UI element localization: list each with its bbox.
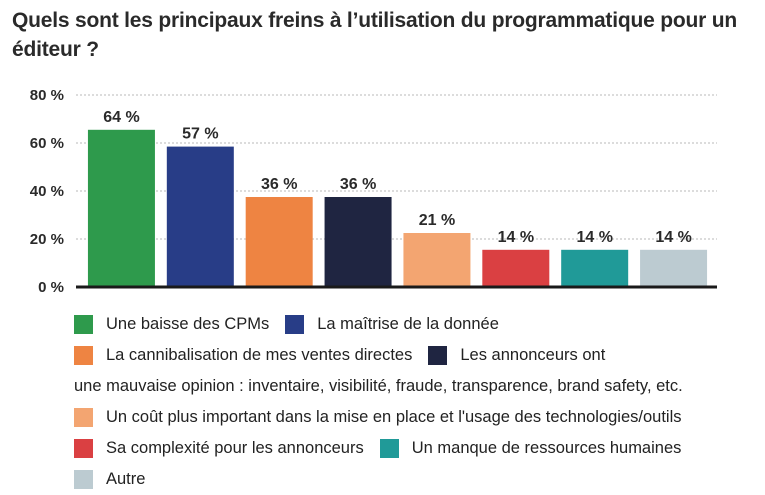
legend-label: Un coût plus important dans la mise en p… <box>106 408 682 426</box>
bar <box>166 146 234 287</box>
legend-row: Un coût plus important dans la mise en p… <box>74 402 764 433</box>
bar <box>245 197 313 287</box>
legend-row: La cannibalisation de mes ventes directe… <box>74 340 764 371</box>
data-label: 14 % <box>576 229 612 246</box>
gridlines <box>76 94 717 240</box>
legend-row: une mauvaise opinion : inventaire, visib… <box>74 371 764 402</box>
y-tick-label: 20 % <box>30 231 64 248</box>
y-tick-label: 80 % <box>30 87 64 104</box>
legend-row: Sa complexité pour les annonceurs Un man… <box>74 433 764 464</box>
data-labels: 64 % 57 % 36 % 36 % 21 % 14 % 14 % 14 % <box>103 109 692 246</box>
legend-swatch <box>74 408 93 427</box>
legend-label-continuation: une mauvaise opinion : inventaire, visib… <box>74 377 683 395</box>
bar-chart: 0 % 20 % 40 % 60 % 80 % 64 % 57 % 36 % 36 % 21 %… <box>30 87 717 296</box>
legend-label: Les annonceurs ont <box>460 346 606 364</box>
bar <box>640 249 708 287</box>
y-tick-label: 0 % <box>38 279 64 296</box>
legend-item: Un manque de ressources humaines <box>379 439 682 458</box>
bar <box>403 233 471 287</box>
legend-item: Un coût plus important dans la mise en p… <box>74 408 682 427</box>
legend-label: Une baisse des CPMs <box>106 315 270 333</box>
legend-swatch <box>74 470 93 489</box>
data-label: 36 % <box>340 176 376 193</box>
legend-row: Une baisse des CPMs La maîtrise de la do… <box>74 309 764 340</box>
data-label: 14 % <box>498 229 534 246</box>
legend-swatch <box>74 439 93 458</box>
data-label: 21 % <box>419 212 455 229</box>
legend-label: Sa complexité pour les annonceurs <box>106 439 364 457</box>
legend-item: La maîtrise de la donnée <box>285 315 499 334</box>
legend-item: La cannibalisation de mes ventes directe… <box>74 346 412 365</box>
legend-item: Autre <box>74 470 145 489</box>
y-axis-ticks: 0 % 20 % 40 % 60 % 80 % <box>30 87 64 296</box>
data-label: 57 % <box>182 126 218 143</box>
legend-swatch <box>428 346 448 365</box>
bar <box>87 129 155 287</box>
legend-item: Sa complexité pour les annonceurs <box>74 439 364 458</box>
data-label: 64 % <box>103 109 139 126</box>
data-label: 36 % <box>261 176 297 193</box>
legend-swatch <box>285 315 305 334</box>
y-tick-label: 40 % <box>30 183 64 200</box>
legend-label: Un manque de ressources humaines <box>411 439 682 457</box>
legend-row: Autre <box>74 464 764 495</box>
legend-item: Une baisse des CPMs <box>74 315 269 334</box>
data-label: 14 % <box>655 229 691 246</box>
bar <box>324 197 392 287</box>
legend: Une baisse des CPMs La maîtrise de la do… <box>74 309 764 495</box>
legend-item: Les annonceurs ont <box>428 346 605 365</box>
legend-label: La cannibalisation de mes ventes directe… <box>106 346 413 364</box>
legend-swatch <box>74 315 93 334</box>
bar <box>561 249 629 287</box>
legend-label: Autre <box>106 470 146 488</box>
bar <box>482 249 550 287</box>
bars <box>87 129 708 287</box>
legend-swatch <box>74 346 93 365</box>
legend-swatch <box>379 439 399 458</box>
chart-title: Quels sont les principaux freins à l’uti… <box>12 9 737 61</box>
legend-label: La maîtrise de la donnée <box>317 315 499 333</box>
y-tick-label: 60 % <box>30 135 64 152</box>
